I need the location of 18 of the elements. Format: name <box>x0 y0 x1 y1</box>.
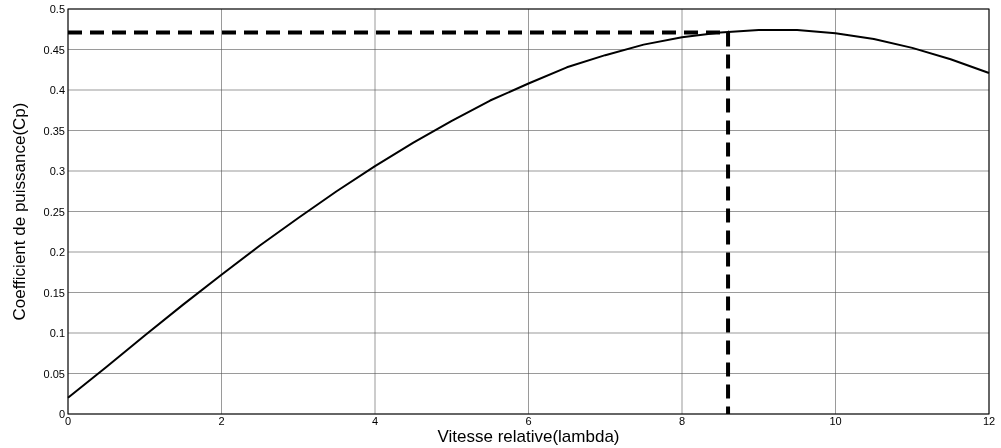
x-tick-label: 8 <box>678 415 686 427</box>
y-axis-title: Coefficient de puissance(Cp) <box>10 102 29 321</box>
y-tick-label: 0.25 <box>43 205 65 218</box>
x-tick-label: 12 <box>982 415 996 427</box>
x-tick-label: 10 <box>829 415 842 427</box>
x-tick-label: 6 <box>525 415 532 427</box>
y-tick-label: 0.35 <box>43 124 65 137</box>
y-tick-label: 0.05 <box>43 367 65 380</box>
x-axis-title: Vitesse relative(lambda) <box>437 427 620 446</box>
y-tick-label: 0.45 <box>43 43 65 56</box>
y-tick-label: 0.2 <box>49 246 65 258</box>
x-tick-label: 2 <box>218 415 225 427</box>
y-tick-label: 0.1 <box>49 327 65 339</box>
x-tick-label: 4 <box>371 415 379 427</box>
y-tick-label: 0.5 <box>49 3 65 15</box>
y-tick-label: 0.4 <box>49 84 65 96</box>
y-tick-label: 0.3 <box>49 165 65 177</box>
y-tick-label: 0.15 <box>43 286 65 299</box>
